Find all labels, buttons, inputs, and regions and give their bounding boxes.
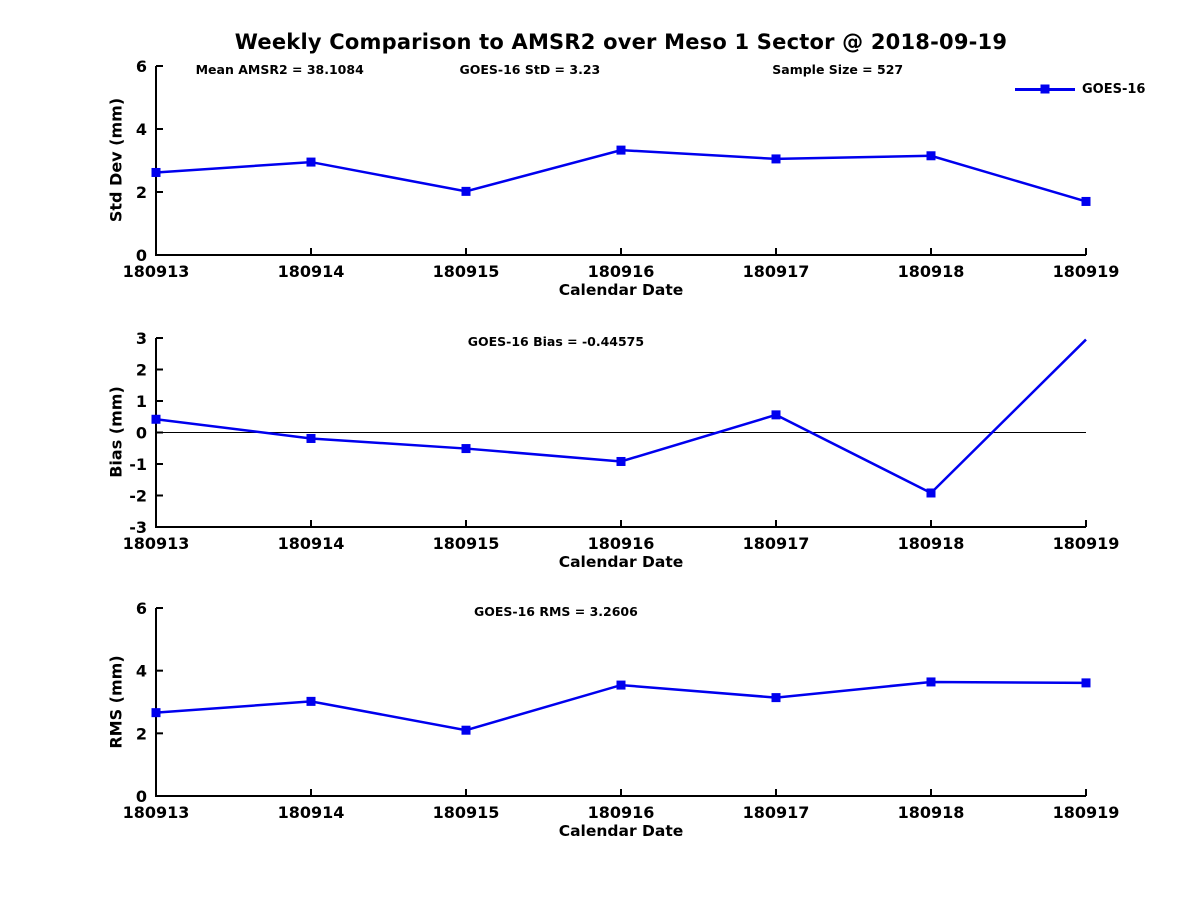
data-point [1081,196,1091,206]
x-tick-label: 180919 [1053,803,1120,822]
data-point [771,693,781,703]
y-tick-label: 1 [136,392,147,411]
data-point [151,708,161,718]
data-point [926,488,936,498]
x-tick-label: 180919 [1053,262,1120,281]
x-tick-label: 180916 [588,534,655,553]
y-axis-label-std-dev: Std Dev (mm) [106,97,126,223]
x-axis-label-rms: Calendar Date [558,822,684,840]
data-point [461,186,471,196]
x-tick-label: 180918 [898,534,965,553]
x-tick-label: 180915 [433,262,500,281]
x-tick-label: 180915 [433,803,500,822]
y-tick-label: -3 [129,518,147,537]
y-axis-label-bias: Bias (mm) [106,386,126,478]
y-tick-label: 2 [136,361,147,380]
legend-line-sample [1015,84,1075,94]
x-tick-label: 180917 [743,262,810,281]
annotation-rms: GOES-16 RMS = 3.2606 [474,604,638,619]
x-tick-label: 180914 [278,803,345,822]
legend: GOES-16 [1015,81,1145,97]
data-point [151,167,161,177]
data-line-goes-16 [155,338,1087,495]
data-point [616,456,626,466]
y-tick-label: -1 [129,455,147,474]
annotation-std-dev: GOES-16 StD = 3.23 [459,62,600,77]
x-tick-label: 180917 [743,803,810,822]
annotation-std-dev: Mean AMSR2 = 38.1084 [196,62,364,77]
x-tick-label: 180916 [588,262,655,281]
x-tick-label: 180915 [433,534,500,553]
y-tick-label: 6 [136,599,147,618]
x-tick-label: 180918 [898,262,965,281]
annotation-bias: GOES-16 Bias = -0.44575 [468,334,644,349]
annotation-std-dev: Sample Size = 527 [772,62,903,77]
data-point [1081,678,1091,688]
x-tick-label: 180914 [278,534,345,553]
data-point [461,725,471,735]
y-tick-label: 3 [136,329,147,348]
data-point [306,157,316,167]
data-point [151,414,161,424]
y-tick-label: 0 [136,246,147,265]
x-tick-label: 180914 [278,262,345,281]
y-tick-label: 2 [136,724,147,743]
subplot-rms: GOES-16 RMS = 3.2606 0 2 4 6 180913 180914 1809… [123,599,1120,822]
x-tick-label: 180918 [898,803,965,822]
x-tick-label: 180919 [1053,534,1120,553]
data-point [616,145,626,155]
y-tick-label: -2 [129,487,147,506]
data-point [306,696,316,706]
data-point [926,677,936,687]
subplot-std-dev: Mean AMSR2 = 38.1084 GOES-16 StD = 3.23 Sa… [123,57,1120,281]
legend-label: GOES-16 [1082,81,1146,97]
x-tick-label: 180913 [123,803,190,822]
y-tick-label: 4 [136,120,147,139]
y-tick-label: 4 [136,662,147,681]
y-tick-label: 2 [136,183,147,202]
data-point [461,444,471,454]
y-tick-label: 0 [136,424,147,443]
data-point [926,151,936,161]
x-tick-label: 180917 [743,534,810,553]
x-tick-label: 180913 [123,262,190,281]
y-axis-label-rms: RMS (mm) [106,655,126,749]
x-axis-label-std-dev: Calendar Date [558,281,684,299]
x-axis-label-bias: Calendar Date [558,553,684,571]
subplot-bias: GOES-16 Bias = -0.44575 -3 -2 -1 0 1 2 3 180913 1… [123,329,1120,553]
data-point [771,410,781,420]
data-point [616,680,626,690]
x-tick-label: 180913 [123,534,190,553]
y-tick-label: 0 [136,787,147,806]
figure-title: Weekly Comparison to AMSR2 over Meso 1 S… [234,30,1008,54]
data-point [306,433,316,443]
legend-square-marker-icon [1040,84,1050,94]
data-point [771,154,781,164]
x-tick-label: 180916 [588,803,655,822]
y-tick-label: 6 [136,57,147,76]
data-line-goes-16 [155,148,1087,203]
